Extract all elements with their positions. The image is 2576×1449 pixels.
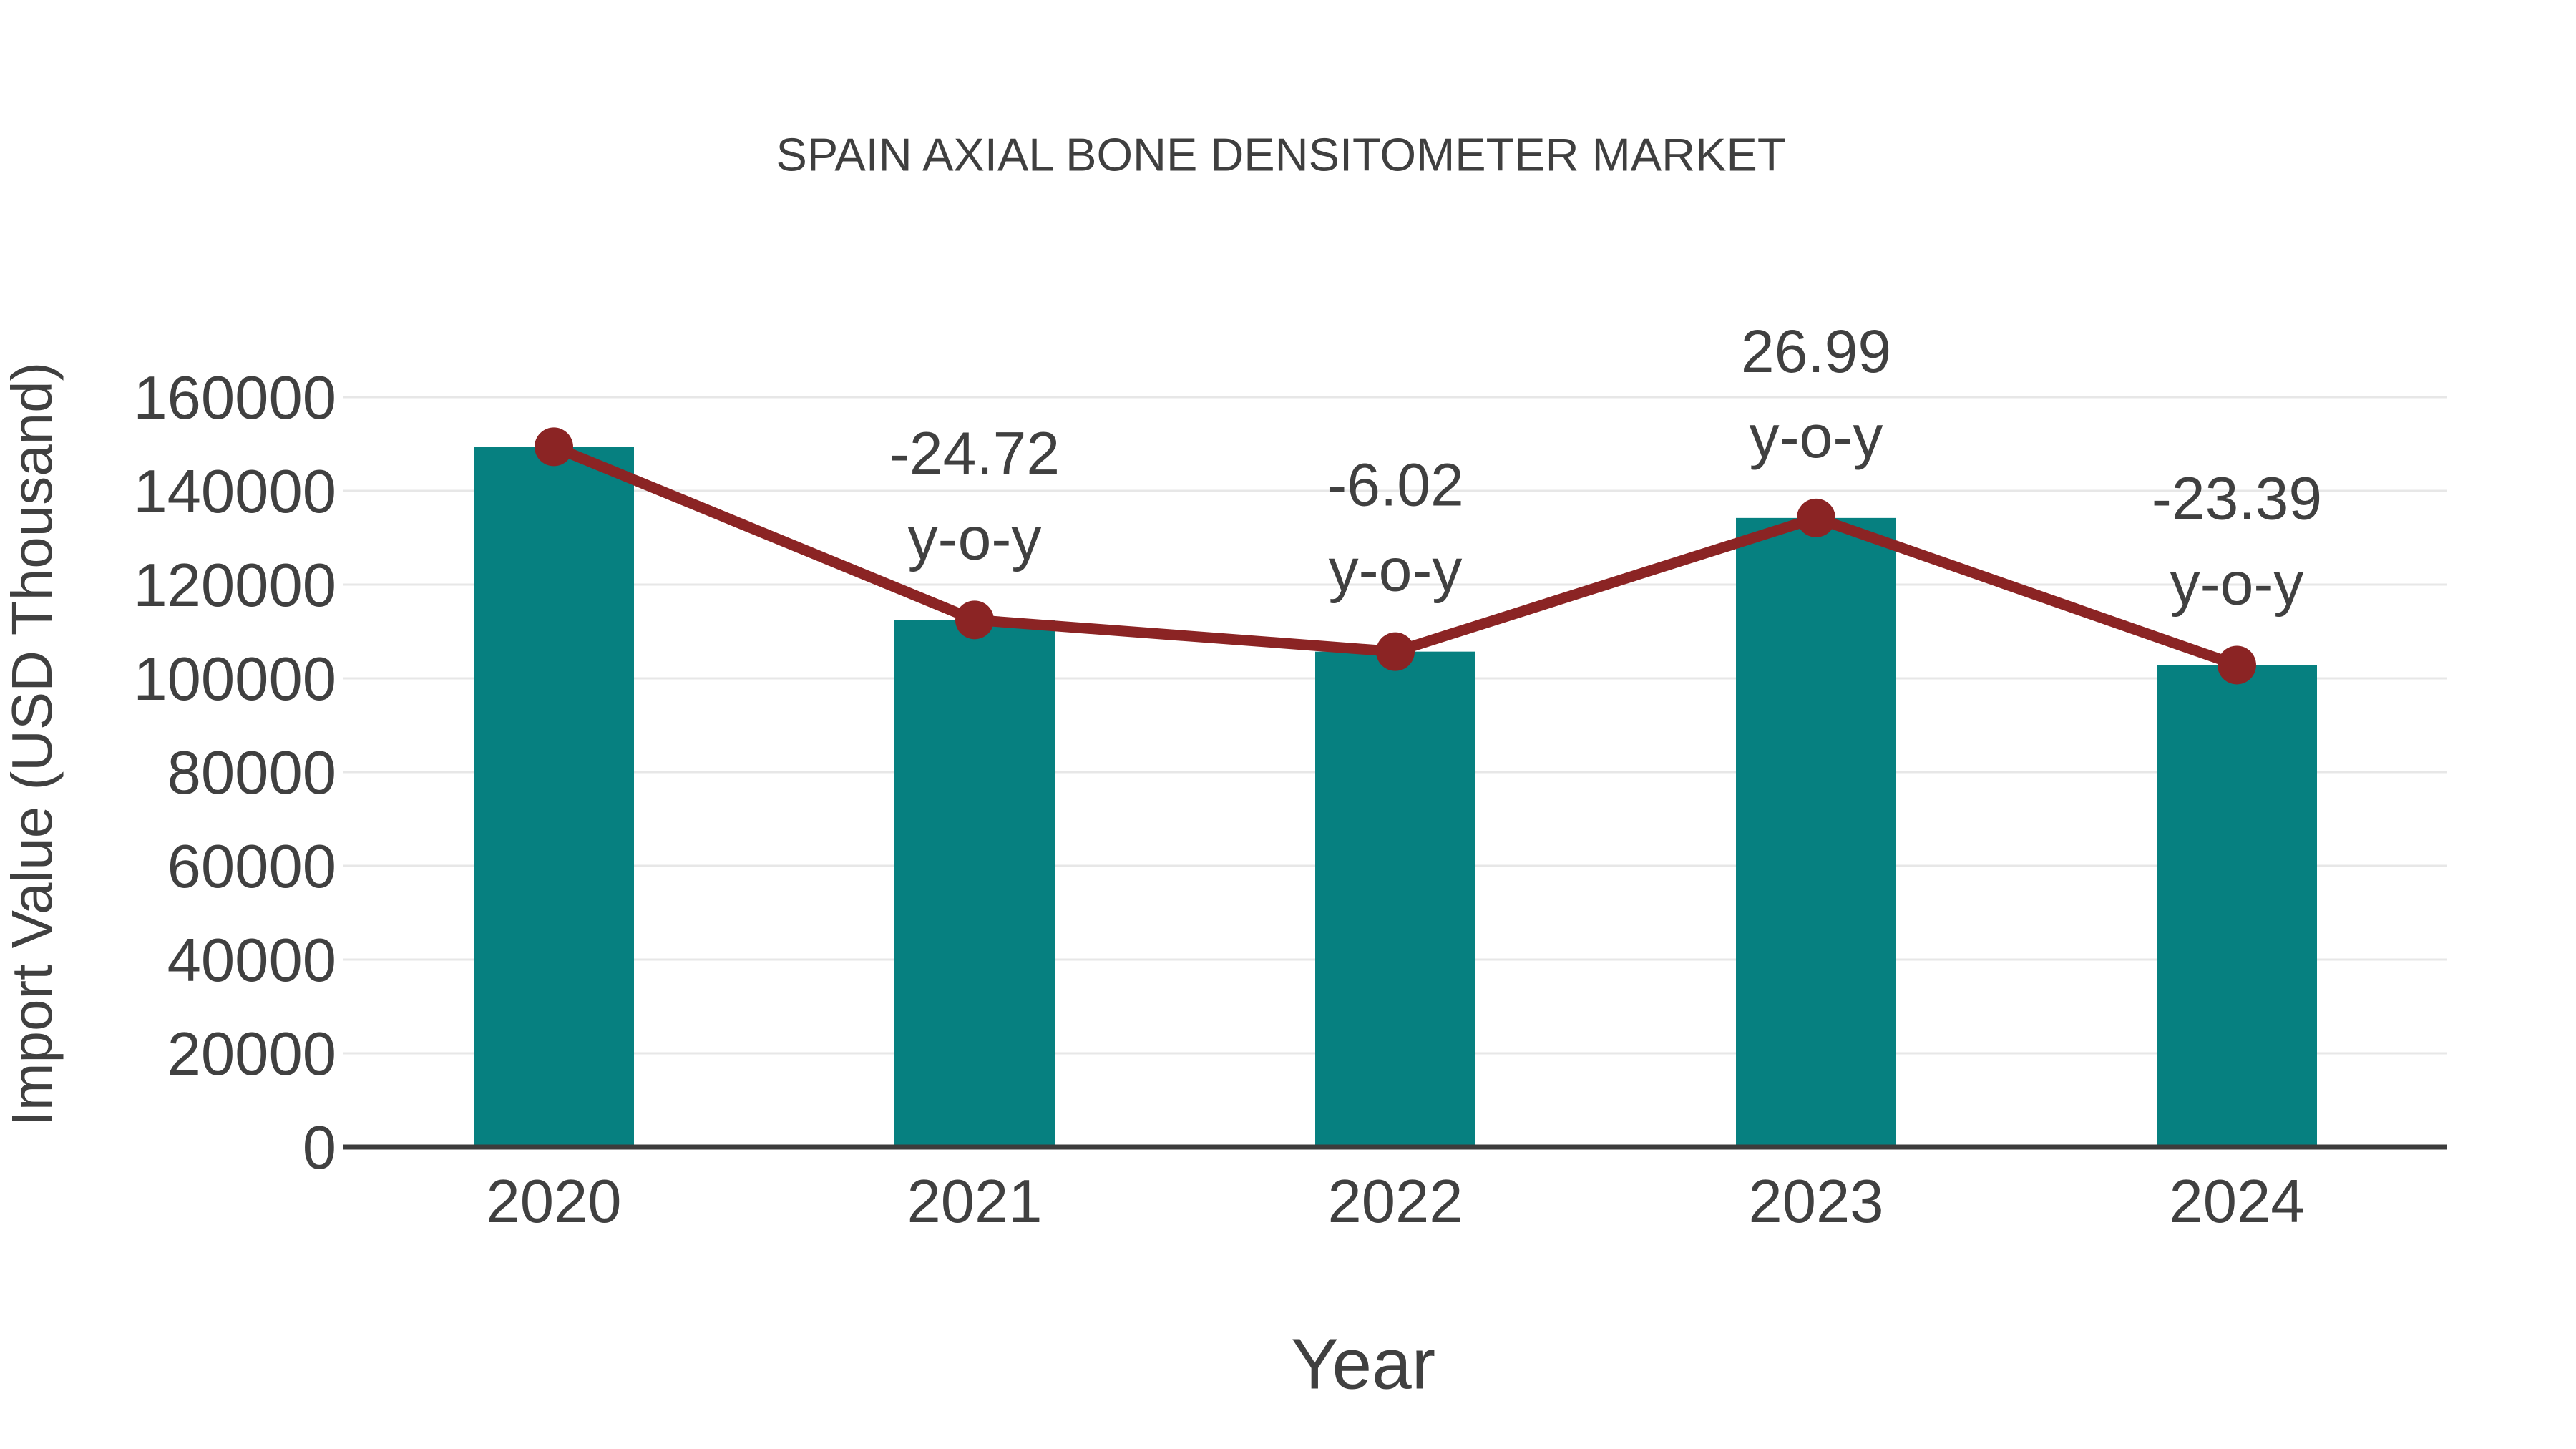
annotation-yoy-label: y-o-y	[908, 504, 1042, 572]
x-axis-title: Year	[1290, 1324, 1436, 1405]
bar	[894, 620, 1055, 1147]
trend-markers	[535, 427, 2256, 685]
bar	[1315, 651, 1475, 1147]
annotations: -24.72 y-o-y -6.02 y-o-y 26.99 y-o-y -23.39 y-o…	[889, 318, 2322, 618]
annotation-yoy-label: y-o-y	[2170, 550, 2304, 617]
y-tick-label: 60000	[167, 833, 336, 901]
chart-title: SPAIN AXIAL BONE DENSITOMETER MARKET	[776, 128, 1786, 181]
trend-marker	[955, 600, 994, 640]
x-tick-label: 2024	[2169, 1168, 2304, 1236]
annotation-value: -24.72	[889, 419, 1060, 487]
bar-series	[474, 447, 2317, 1147]
annotation-yoy-label: y-o-y	[1750, 403, 1883, 470]
y-tick-label: 20000	[167, 1020, 336, 1088]
y-tick-label: 80000	[167, 739, 336, 807]
bar	[2157, 665, 2317, 1147]
y-tick-label: 160000	[133, 364, 336, 432]
trend-marker	[535, 427, 573, 467]
annotation-value: -6.02	[1327, 452, 1463, 519]
x-tick-labels: 2020 2021 2022 2023 2024	[486, 1168, 2304, 1236]
trend-marker	[1797, 498, 1835, 537]
y-tick-label: 100000	[133, 645, 336, 713]
x-tick-label: 2022	[1327, 1168, 1463, 1236]
bar	[474, 447, 634, 1147]
trend-marker	[2218, 645, 2256, 685]
y-tick-labels: 0 20000 40000 60000 80000 100000 120000 140000 1…	[133, 364, 336, 1182]
x-tick-label: 2023	[1748, 1168, 1883, 1236]
annotation-value: -23.39	[2152, 464, 2322, 532]
x-tick-label: 2020	[486, 1168, 621, 1236]
annotation-yoy-label: y-o-y	[1329, 537, 1463, 604]
trend-marker	[1376, 632, 1415, 671]
bar	[1736, 517, 1896, 1147]
y-tick-label: 0	[303, 1114, 336, 1182]
y-tick-label: 120000	[133, 552, 336, 620]
y-tick-label: 140000	[133, 458, 336, 526]
x-tick-label: 2021	[907, 1168, 1042, 1236]
annotation-value: 26.99	[1741, 318, 1891, 385]
y-tick-label: 40000	[167, 927, 336, 995]
